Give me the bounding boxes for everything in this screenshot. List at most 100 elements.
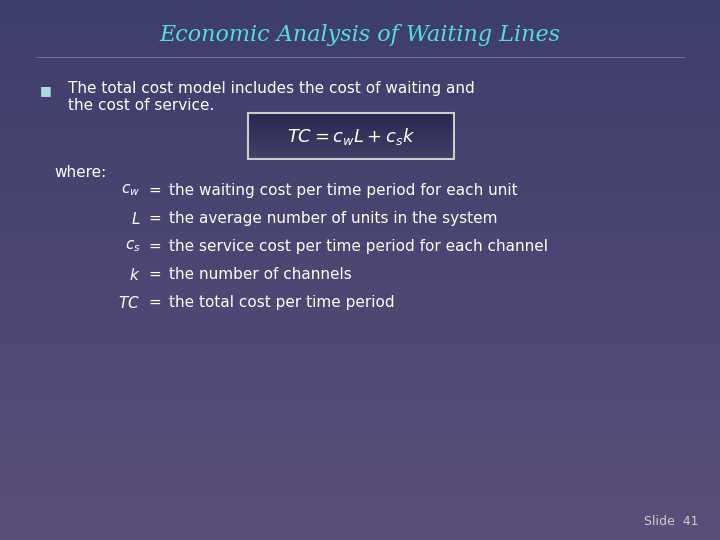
Bar (0, 57, 720, 59)
Bar (0, 22, 720, 24)
Bar (0, 302, 720, 305)
Bar (0, 300, 720, 302)
Bar (0, 475, 720, 478)
Bar (0, 176, 720, 178)
Bar (0, 202, 720, 205)
Bar (0, 508, 720, 510)
Bar (0, 456, 720, 459)
Bar (0, 119, 720, 122)
Bar (0, 11, 720, 14)
Bar (0, 178, 720, 181)
Bar (0, 375, 720, 378)
Bar (0, 122, 720, 124)
Bar (0, 262, 720, 265)
Bar (0, 389, 720, 392)
Bar (0, 3, 720, 5)
Bar (0, 332, 720, 335)
Bar (0, 267, 720, 270)
Bar (0, 135, 720, 138)
Bar (0, 535, 720, 537)
Bar (0, 105, 720, 108)
Bar (248, 150, 454, 152)
Bar (0, 8, 720, 11)
Bar (0, 84, 720, 86)
Text: Economic Analysis of Waiting Lines: Economic Analysis of Waiting Lines (160, 24, 560, 46)
Bar (248, 143, 454, 146)
Text: $c_s$: $c_s$ (125, 239, 140, 254)
Bar (0, 76, 720, 78)
Text: =: = (148, 239, 161, 254)
Bar (0, 383, 720, 386)
Bar (0, 451, 720, 454)
Bar (0, 489, 720, 491)
Bar (0, 529, 720, 532)
Bar (0, 370, 720, 373)
Bar (248, 152, 454, 155)
Text: the waiting cost per time period for each unit: the waiting cost per time period for eac… (169, 183, 518, 198)
Bar (0, 335, 720, 338)
Bar (0, 454, 720, 456)
Bar (0, 170, 720, 173)
Bar (0, 19, 720, 22)
Bar (0, 32, 720, 35)
Bar (0, 297, 720, 300)
Bar (0, 446, 720, 448)
Bar (248, 118, 454, 120)
Bar (0, 348, 720, 351)
Bar (0, 124, 720, 127)
Bar (0, 40, 720, 43)
Bar (0, 192, 720, 194)
Bar (0, 227, 720, 229)
Text: the cost of service.: the cost of service. (68, 98, 215, 113)
Bar (0, 27, 720, 30)
Bar (0, 162, 720, 165)
Text: $k$: $k$ (129, 267, 140, 283)
Bar (248, 116, 454, 118)
Bar (0, 286, 720, 289)
Bar (0, 219, 720, 221)
Text: =: = (148, 211, 161, 226)
Bar (248, 137, 454, 139)
Bar (0, 189, 720, 192)
Bar (0, 338, 720, 340)
Bar (0, 270, 720, 273)
Bar (0, 329, 720, 332)
Bar (0, 78, 720, 81)
Text: the service cost per time period for each channel: the service cost per time period for eac… (169, 239, 548, 254)
Bar (0, 5, 720, 8)
Bar (248, 155, 454, 157)
Bar (0, 408, 720, 410)
Bar (0, 400, 720, 402)
Bar (0, 167, 720, 170)
Bar (0, 43, 720, 46)
Bar (0, 92, 720, 94)
Bar (0, 54, 720, 57)
Bar (0, 65, 720, 68)
Bar (0, 240, 720, 243)
Bar (248, 123, 454, 125)
Bar (0, 197, 720, 200)
Bar (0, 526, 720, 529)
Bar (0, 235, 720, 238)
Bar (0, 103, 720, 105)
Text: $TC = c_w L + c_s k$: $TC = c_w L + c_s k$ (287, 126, 415, 147)
Bar (0, 462, 720, 464)
Bar (0, 14, 720, 16)
Bar (0, 97, 720, 100)
Bar (0, 73, 720, 76)
Bar (0, 30, 720, 32)
Text: =: = (148, 267, 161, 282)
Bar (0, 94, 720, 97)
Bar (0, 367, 720, 370)
Bar (0, 491, 720, 494)
Bar (0, 324, 720, 327)
Bar (248, 141, 454, 143)
Bar (0, 494, 720, 497)
Bar (0, 284, 720, 286)
Bar (0, 356, 720, 359)
Bar (0, 418, 720, 421)
Bar (0, 478, 720, 481)
Bar (0, 381, 720, 383)
Bar (0, 184, 720, 186)
Bar (0, 181, 720, 184)
